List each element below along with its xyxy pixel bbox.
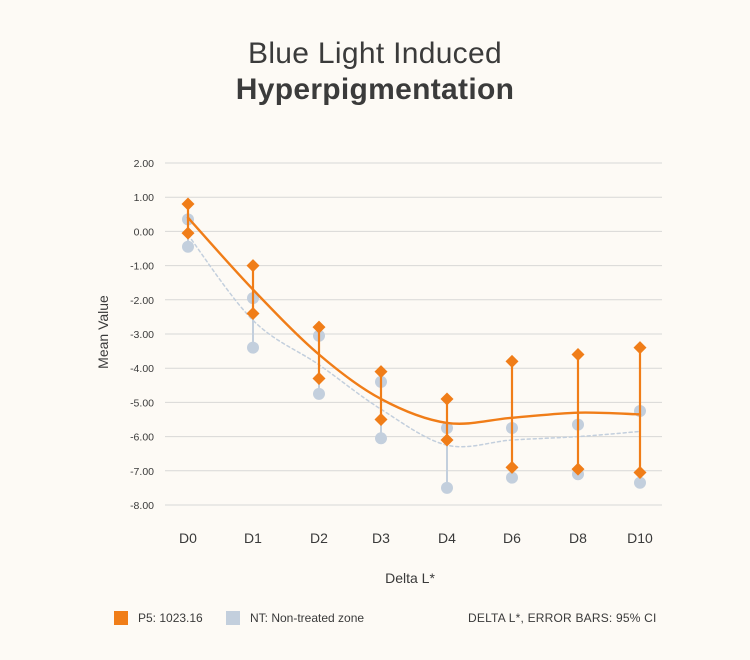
nt-circle-marker <box>634 476 646 489</box>
nt-circle-marker <box>182 240 194 253</box>
p5-diamond-marker <box>374 365 388 379</box>
x-tick-label: D3 <box>372 530 390 546</box>
y-tick-label: 1.00 <box>134 192 155 204</box>
x-tick-label: D1 <box>244 530 262 546</box>
y-tick-label: -5.00 <box>130 397 154 409</box>
p5-diamond-marker <box>374 413 388 426</box>
x-tick-label: D4 <box>438 530 456 546</box>
p5-diamond-marker <box>246 259 260 273</box>
p5-diamond-marker <box>312 320 326 334</box>
p5-diamond-marker <box>246 306 260 320</box>
y-tick-label: 0.00 <box>134 226 155 238</box>
p5-series <box>181 197 647 480</box>
y-tick-label: -8.00 <box>130 500 154 512</box>
legend-label-p5: P5: 1023.16 <box>138 611 203 625</box>
p5-diamond-marker <box>505 354 519 368</box>
chart-title: Blue Light Induced Hyperpigmentation <box>0 36 750 108</box>
legend-swatch-p5 <box>114 611 128 625</box>
p5-diamond-marker <box>633 341 647 355</box>
y-axis-label: Mean Value <box>95 295 111 369</box>
grid <box>165 162 662 506</box>
p5-diamond-marker <box>440 392 454 406</box>
x-tick-label: D10 <box>627 530 653 546</box>
chart-title-line1: Blue Light Induced <box>248 37 502 70</box>
y-tick-label: -6.00 <box>130 432 154 444</box>
y-tick-label: -3.00 <box>130 329 154 341</box>
nt-circle-marker <box>441 481 453 494</box>
p5-diamond-marker <box>440 433 454 447</box>
legend-item-p5: P5: 1023.16 <box>114 611 203 625</box>
x-tick-label: D2 <box>310 530 328 546</box>
nt-circle-marker <box>506 471 518 484</box>
x-tick-label: D8 <box>569 530 587 546</box>
nt-circle-marker <box>313 387 325 400</box>
x-tick-label: D0 <box>179 530 197 546</box>
x-axis-ticks: D0 D1 D2 D3 D4 D6 D8 D10 <box>179 530 653 546</box>
y-tick-label: -4.00 <box>130 363 154 375</box>
p5-diamond-marker <box>571 462 585 476</box>
legend-label-nt: NT: Non-treated zone <box>250 611 365 625</box>
chart-footnote: DELTA L*, ERROR BARS: 95% CI <box>468 611 657 625</box>
x-axis-label: Delta L* <box>385 570 435 586</box>
nt-line <box>187 234 641 448</box>
legend-item-nt: NT: Non-treated zone <box>226 611 364 625</box>
p5-line <box>186 216 642 425</box>
x-tick-label: D6 <box>503 530 521 546</box>
y-tick-label: -1.00 <box>130 261 154 273</box>
legend-swatch-nt <box>226 611 240 625</box>
p5-diamond-marker <box>571 348 585 362</box>
y-axis-ticks: 2.00 1.00 0.00 -1.00 -2.00 -3.00 -4.00 -5.00 -6.… <box>130 158 154 512</box>
nt-circle-marker <box>247 341 259 354</box>
p5-diamond-marker <box>312 371 326 385</box>
p5-diamond-marker <box>181 226 195 240</box>
chart-title-line2: Hyperpigmentation <box>235 73 515 106</box>
y-tick-label: 2.00 <box>134 158 155 170</box>
p5-diamond-marker <box>505 460 519 474</box>
y-tick-label: -7.00 <box>130 466 154 478</box>
p5-diamond-marker <box>633 466 647 480</box>
nt-circle-marker <box>375 432 387 445</box>
y-tick-label: -2.00 <box>130 295 154 307</box>
p5-diamond-marker <box>181 197 195 211</box>
